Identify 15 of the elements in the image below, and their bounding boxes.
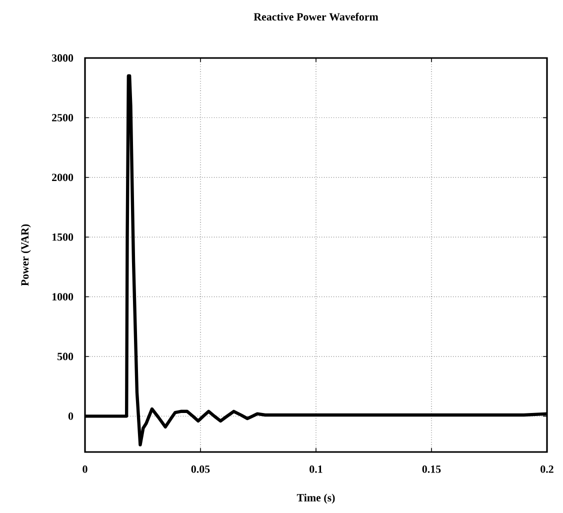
y-tick-label: 2500 [52,114,74,122]
y-tick-label: 2000 [52,174,74,182]
y-tick-label: 1000 [52,293,74,300]
y-tick-label: 1500 [52,233,74,241]
x-axis-title: Time (s) [296,494,335,504]
y-tick-label: 3000 [52,54,74,62]
x-tick-label: 0.05 [191,465,210,473]
y-axis-title: Power (VAR) [20,224,31,286]
x-tick-label: 0.2 [540,465,554,473]
x-tick-label: 0.1 [310,465,322,473]
chart-title: Reactive Power Waveform [254,12,378,21]
y-tick-label: 500 [58,352,74,360]
x-tick-label: 0 [82,465,88,473]
y-tick-label: 0 [68,412,74,420]
x-tick-label: 0.15 [422,465,441,473]
